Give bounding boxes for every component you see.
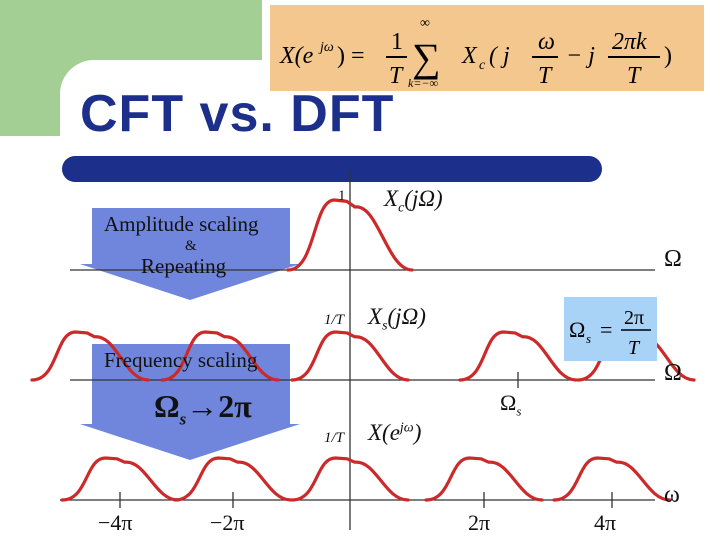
middle-spectrum-curve-3 (458, 330, 578, 382)
omega-s-lhs: Ω (569, 317, 585, 342)
formula-frac3-den: T (627, 63, 642, 89)
arrow1-line3: Repeating (141, 254, 227, 278)
bottom-spectrum-curve-4 (552, 456, 672, 502)
arrow2-line1: Frequency scaling (104, 348, 258, 372)
formula-sum-upper: ∞ (420, 16, 430, 31)
slide-title: CFT vs. DFT (80, 85, 395, 143)
formula-lhs-close: ) = (337, 43, 365, 69)
omega-s-num: 2π (624, 307, 644, 329)
middle-spectrum-curve-0 (30, 330, 150, 382)
omega-s-equation: Ω s = 2π T (569, 307, 651, 359)
formula-frac2-num: ω (538, 29, 555, 55)
middle-axis-label: Ω (664, 360, 682, 386)
bottom-tick-minus-4pi: −4π (98, 510, 133, 535)
omega-s-definition-box: Ω s = 2π T (564, 297, 657, 361)
formula-frac2-den: T (538, 63, 553, 89)
title-underline-bar (62, 156, 602, 182)
formula-close: ) (664, 43, 672, 69)
middle-amplitude-label: 1/T (324, 312, 345, 328)
top-spectrum-curve (286, 198, 414, 272)
bottom-spectrum-curve-2 (290, 456, 410, 502)
bottom-spectrum-curve-3 (424, 456, 544, 502)
top-amplitude-label: 1 (338, 188, 346, 204)
formula-term-open: ( j (489, 43, 510, 69)
bottom-spectrum-curve-0 (60, 456, 180, 502)
bottom-spectrum-curve-1 (173, 456, 293, 502)
formula-minus-j: − j (566, 43, 595, 69)
formula-frac1-num: 1 (391, 29, 403, 55)
formula-term: X (461, 43, 478, 69)
formula-sum-sign: ∑ (412, 35, 441, 80)
bottom-axis-label: ω (664, 482, 680, 508)
arrow1-line2: & (185, 238, 197, 254)
formula-box: X(e jω ) = 1 T ∞ ∑ k=−∞ X c ( j ω T − j … (270, 5, 704, 91)
bottom-amplitude-label: 1/T (324, 430, 345, 446)
bottom-function-label: X(ejω) (368, 420, 422, 445)
omega-s-eq: = (600, 317, 612, 342)
formula-term-sub: c (479, 58, 486, 73)
bottom-tick-2pi: 2π (468, 510, 491, 535)
omega-s-lhs-sub: s (586, 331, 591, 346)
middle-spectrum-curve-1 (160, 330, 280, 382)
top-axis-label: Ω (664, 246, 682, 272)
formula-sum-lower: k=−∞ (408, 76, 439, 90)
arrow-amplitude-scaling (80, 208, 300, 300)
top-function-label: Xc(jΩ) (384, 186, 443, 216)
formula-lhs-sup: jω (318, 40, 334, 55)
arrow1-line1: Amplitude scaling (104, 212, 259, 236)
formula-svg: X(e jω ) = 1 T ∞ ∑ k=−∞ X c ( j ω T − j … (279, 16, 672, 90)
formula-lhs: X(e (279, 43, 314, 69)
arrow2-line2: Ωs→2π (154, 388, 252, 429)
middle-tick-label: Ωs (500, 390, 522, 419)
middle-spectrum-curve-2 (290, 330, 410, 382)
omega-s-den: T (628, 337, 641, 359)
formula-frac3-num: 2πk (612, 29, 647, 55)
bottom-tick-minus-2pi: −2π (210, 510, 245, 535)
bottom-tick-4pi: 4π (594, 510, 617, 535)
formula-frac1-den: T (389, 63, 404, 89)
middle-function-label: Xs(jΩ) (368, 304, 426, 334)
